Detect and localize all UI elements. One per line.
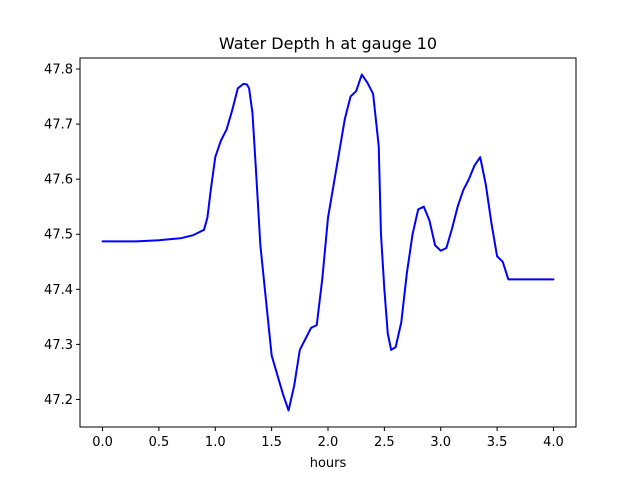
x-tick-label: 2.5 xyxy=(374,435,395,450)
plot-background xyxy=(80,58,576,427)
y-tick-label: 47.7 xyxy=(44,118,73,133)
series-line-0 xyxy=(101,73,555,412)
x-axis-ticks: 0.0 0.5 1.0 1.5 2.0 2.5 3.0 3.5 4.0 xyxy=(92,427,564,450)
x-tick-label: 4.0 xyxy=(543,435,564,450)
y-tick-label: 47.5 xyxy=(44,228,73,243)
x-tick-label: 0.0 xyxy=(92,435,113,450)
y-tick-label: 47.2 xyxy=(44,393,73,408)
x-tick-label: 3.0 xyxy=(430,435,451,450)
x-tick-label: 3.5 xyxy=(487,435,508,450)
series-layer xyxy=(101,73,555,412)
x-tick-label: 1.0 xyxy=(205,435,226,450)
chart-title: Water Depth h at gauge 10 xyxy=(219,34,437,53)
y-tick-label: 47.8 xyxy=(44,63,73,78)
x-tick-label: 0.5 xyxy=(149,435,170,450)
x-tick-label: 1.5 xyxy=(261,435,282,450)
y-axis-ticks: 47.2 47.3 47.4 47.5 47.6 47.7 47.8 xyxy=(44,63,80,408)
y-tick-label: 47.4 xyxy=(44,283,73,298)
y-tick-label: 47.6 xyxy=(44,173,73,188)
y-tick-label: 47.3 xyxy=(44,338,73,353)
x-axis-label: hours xyxy=(310,456,347,471)
x-tick-label: 2.0 xyxy=(318,435,339,450)
